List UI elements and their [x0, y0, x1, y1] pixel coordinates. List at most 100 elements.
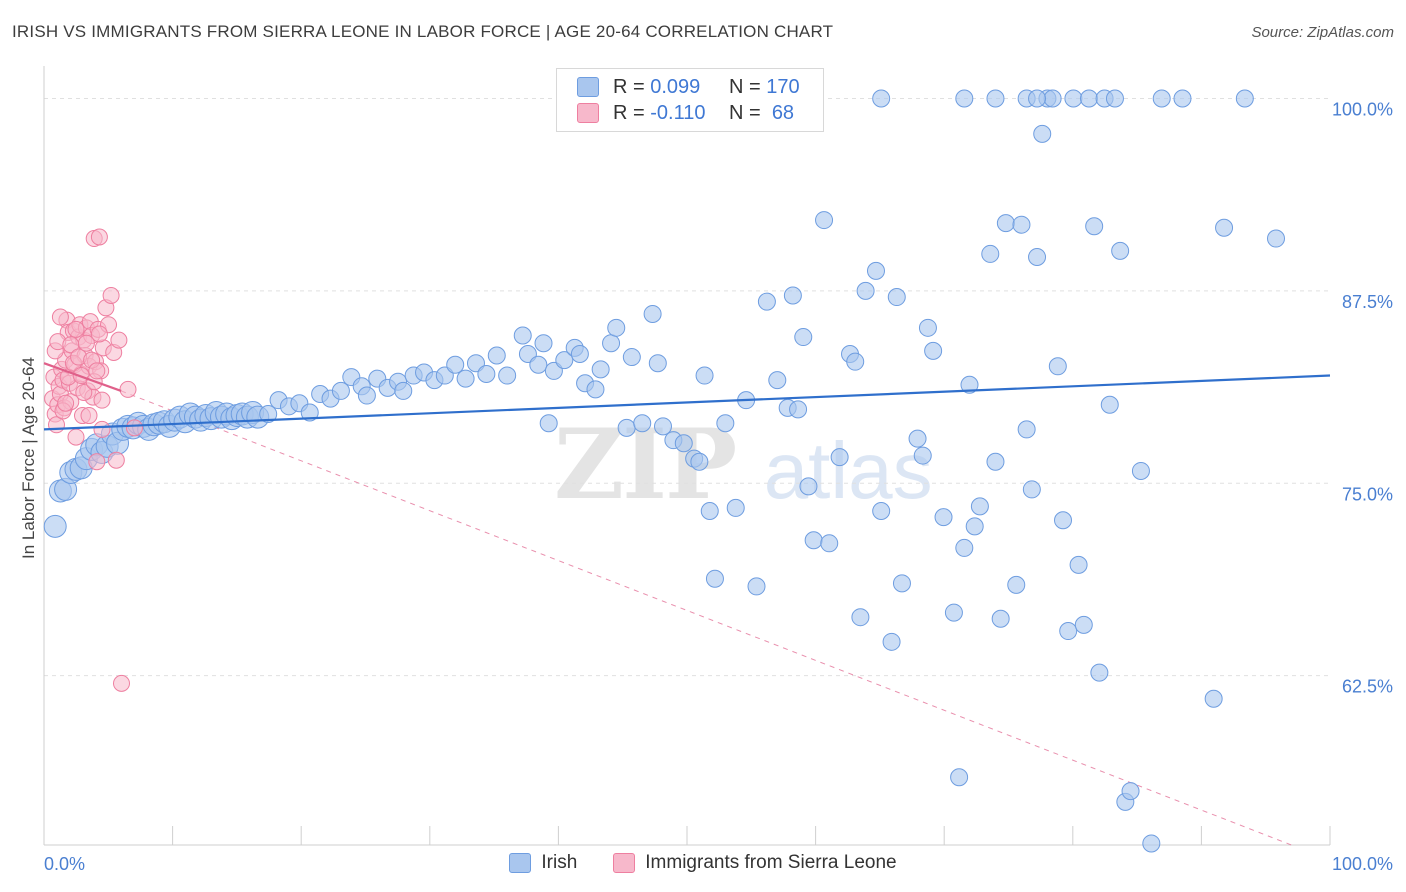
irish-point: [607, 318, 626, 337]
irish-point: [690, 452, 709, 471]
irish-point: [981, 244, 1000, 263]
irish-point: [1235, 89, 1254, 108]
legend-swatch-sierra-leone: [577, 103, 599, 123]
irish-point: [1267, 229, 1285, 248]
irish-point: [705, 569, 724, 588]
irish-point: [1074, 615, 1093, 634]
irish-point: [955, 89, 974, 108]
sierra-leone-point: [67, 428, 85, 446]
irish-point: [259, 405, 278, 424]
sierra-leone-points: [44, 228, 143, 692]
irish-point: [456, 369, 475, 388]
sierra-leone-point: [90, 325, 108, 343]
sierra-leone-point: [107, 451, 125, 469]
y-tick-labels: 100.0% 87.5% 75.0% 62.5%: [1332, 99, 1393, 696]
irish-point: [851, 608, 870, 627]
chart-source: Source: ZipAtlas.com: [1251, 24, 1394, 41]
legend-label-sierra-leone: Immigrants from Sierra Leone: [645, 852, 897, 873]
legend-item-sierra-leone: Immigrants from Sierra Leone: [613, 852, 897, 874]
irish-point: [555, 351, 574, 370]
irish-point: [586, 380, 605, 399]
irish-point: [674, 434, 693, 453]
sierra-leone-point: [93, 391, 111, 409]
sierra-leone-point: [77, 334, 95, 352]
irish-point: [789, 400, 808, 419]
irish-point: [991, 609, 1010, 628]
sierra-leone-point: [119, 380, 137, 398]
sierra-leone-point: [90, 228, 108, 246]
irish-point: [1022, 480, 1041, 499]
irish-point: [1012, 215, 1031, 234]
irish-point: [1121, 782, 1140, 801]
irish-point: [1131, 461, 1150, 480]
irish-point: [1048, 357, 1067, 376]
irish-point: [820, 534, 839, 553]
irish-point: [1017, 420, 1036, 439]
sierra-leone-point: [57, 394, 75, 412]
irish-point: [1142, 834, 1161, 853]
irish-point: [622, 348, 641, 367]
irish-point: [918, 318, 937, 337]
x-tick-labels: 0.0% 100.0%: [44, 854, 1393, 874]
legend-item-irish: Irish: [509, 852, 577, 874]
irish-point: [1028, 248, 1047, 267]
irish-point: [1111, 241, 1130, 260]
irish-point: [799, 477, 818, 496]
irish-point: [960, 375, 979, 394]
irish-point: [783, 286, 802, 305]
irish-point: [357, 386, 376, 405]
irish-point: [1085, 217, 1104, 236]
irish-point: [1100, 395, 1119, 414]
irish-point: [924, 341, 943, 360]
sierra-leone-point: [93, 420, 111, 438]
irish-point: [950, 768, 969, 787]
series-legend: Irish Immigrants from Sierra Leone: [0, 852, 1406, 874]
x-tick-label: 0.0%: [44, 854, 85, 874]
irish-point: [892, 574, 911, 593]
irish-point: [1090, 663, 1109, 682]
irish-point: [944, 603, 963, 622]
irish-point: [1033, 124, 1052, 143]
irish-point: [1069, 555, 1088, 574]
irish-point: [1173, 89, 1192, 108]
irish-point: [1064, 89, 1083, 108]
irish-point: [794, 328, 813, 347]
sierra-leone-point: [88, 453, 106, 471]
irish-point: [700, 501, 719, 520]
legend-n-label: N =: [729, 101, 761, 124]
y-tick-label: 100.0%: [1332, 99, 1393, 119]
sierra-leone-point: [88, 362, 106, 380]
irish-point: [654, 417, 672, 436]
sierra-leone-trend-line: [43, 362, 122, 392]
irish-point: [617, 418, 636, 437]
legend-n-label: N =: [729, 75, 761, 98]
irish-point: [539, 414, 558, 433]
irish-point: [498, 366, 517, 385]
irish-point: [726, 498, 745, 517]
irish-point: [643, 304, 662, 323]
legend-swatch-irish: [509, 853, 532, 873]
irish-point: [446, 355, 465, 374]
irish-point: [570, 344, 589, 363]
legend-label-irish: Irish: [541, 852, 578, 873]
y-tick-label: 62.5%: [1342, 677, 1393, 697]
irish-point: [331, 381, 350, 400]
stats-legend: R = 0.099 N = 170 R = -0.110 N = 68: [556, 68, 824, 132]
sierra-leone-point: [67, 320, 85, 338]
legend-n-value: 170: [766, 75, 800, 98]
irish-points: [43, 89, 1285, 853]
irish-point: [747, 577, 766, 596]
legend-row-irish: R = 0.099 N = 170: [577, 75, 800, 99]
sierra-leone-point: [126, 419, 143, 437]
irish-point: [1152, 89, 1171, 108]
irish-point: [487, 346, 506, 365]
legend-r-value: 0.099: [650, 75, 701, 98]
irish-point: [986, 452, 1005, 471]
irish-point: [1105, 89, 1124, 108]
sierra-leone-point: [80, 407, 98, 425]
irish-point: [872, 501, 891, 520]
irish-point: [1215, 218, 1234, 237]
y-axis-title: In Labor Force | Age 20-64: [19, 357, 38, 559]
grid-lines: [44, 97, 1330, 677]
